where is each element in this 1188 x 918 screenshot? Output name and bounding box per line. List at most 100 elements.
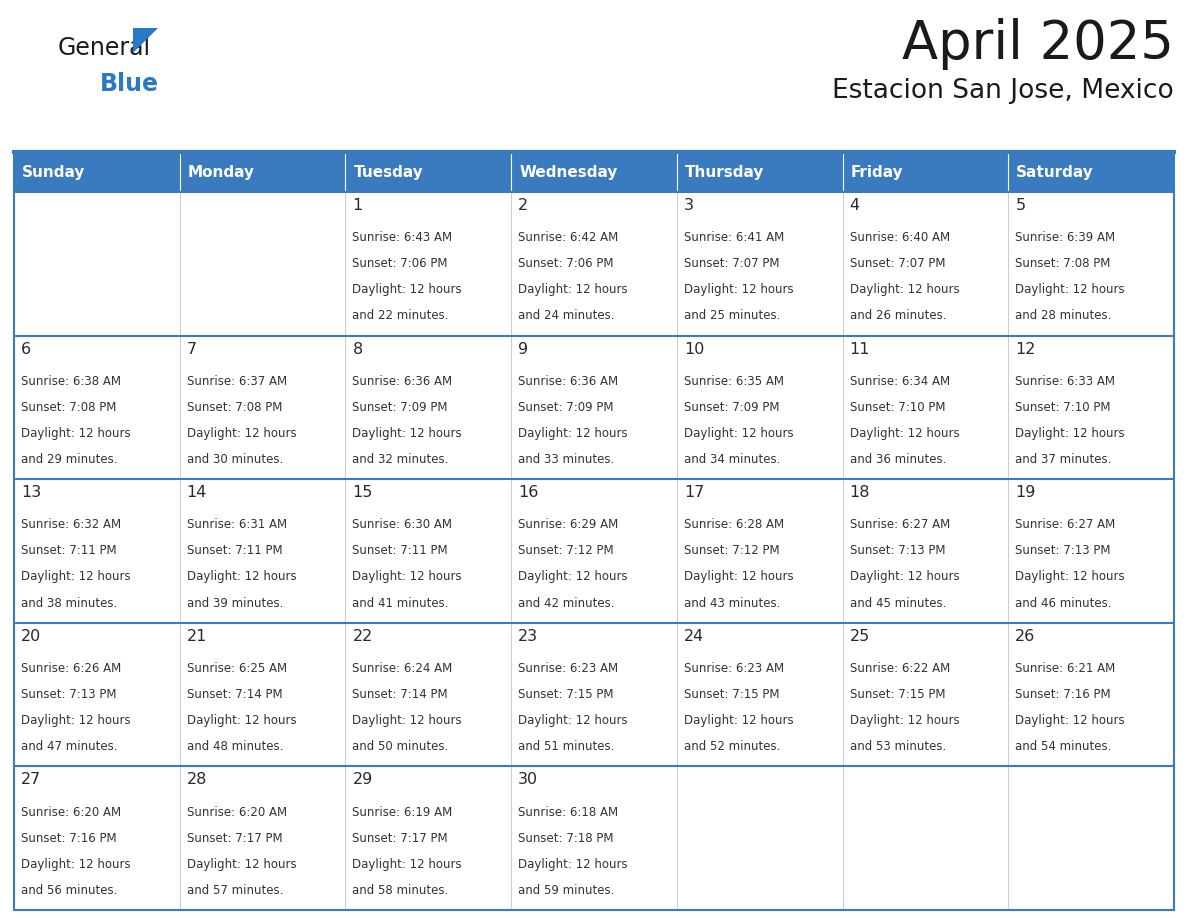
Text: Daylight: 12 hours: Daylight: 12 hours <box>187 714 296 727</box>
Text: Daylight: 12 hours: Daylight: 12 hours <box>353 427 462 440</box>
Text: and 36 minutes.: and 36 minutes. <box>849 453 946 466</box>
Text: 15: 15 <box>353 486 373 500</box>
Bar <box>346 767 511 910</box>
Text: Daylight: 12 hours: Daylight: 12 hours <box>849 570 959 584</box>
Text: Daylight: 12 hours: Daylight: 12 hours <box>849 427 959 440</box>
Text: Sunrise: 6:23 AM: Sunrise: 6:23 AM <box>684 662 784 675</box>
Text: Estacion San Jose, Mexico: Estacion San Jose, Mexico <box>833 78 1174 104</box>
Text: Sunrise: 6:27 AM: Sunrise: 6:27 AM <box>1016 519 1116 532</box>
Bar <box>1009 154 1174 192</box>
Bar <box>511 622 677 767</box>
Text: and 46 minutes.: and 46 minutes. <box>1016 597 1112 610</box>
Bar <box>842 479 1009 622</box>
Bar <box>179 154 346 192</box>
Text: Sunset: 7:17 PM: Sunset: 7:17 PM <box>353 832 448 845</box>
Text: Sunset: 7:09 PM: Sunset: 7:09 PM <box>353 401 448 414</box>
Text: and 28 minutes.: and 28 minutes. <box>1016 309 1112 322</box>
Text: 1: 1 <box>353 198 362 213</box>
Text: Sunset: 7:09 PM: Sunset: 7:09 PM <box>684 401 779 414</box>
Text: Daylight: 12 hours: Daylight: 12 hours <box>849 284 959 297</box>
Text: Thursday: Thursday <box>684 165 764 181</box>
Text: and 39 minutes.: and 39 minutes. <box>187 597 283 610</box>
Bar <box>1009 767 1174 910</box>
Bar <box>677 336 842 479</box>
Bar <box>677 479 842 622</box>
Text: and 38 minutes.: and 38 minutes. <box>21 597 118 610</box>
Text: Daylight: 12 hours: Daylight: 12 hours <box>684 714 794 727</box>
Bar <box>346 336 511 479</box>
Text: Sunset: 7:06 PM: Sunset: 7:06 PM <box>353 257 448 270</box>
Text: 7: 7 <box>187 341 197 356</box>
Text: Sunrise: 6:24 AM: Sunrise: 6:24 AM <box>353 662 453 675</box>
Text: 17: 17 <box>684 486 704 500</box>
Text: Sunrise: 6:33 AM: Sunrise: 6:33 AM <box>1016 375 1116 387</box>
Text: and 24 minutes.: and 24 minutes. <box>518 309 614 322</box>
Bar <box>346 192 511 336</box>
Text: 20: 20 <box>21 629 42 644</box>
Text: Daylight: 12 hours: Daylight: 12 hours <box>353 857 462 870</box>
Text: 9: 9 <box>518 341 529 356</box>
Text: and 42 minutes.: and 42 minutes. <box>518 597 614 610</box>
Text: and 22 minutes.: and 22 minutes. <box>353 309 449 322</box>
Text: and 54 minutes.: and 54 minutes. <box>1016 740 1112 753</box>
Text: Daylight: 12 hours: Daylight: 12 hours <box>518 857 627 870</box>
Text: Sunset: 7:12 PM: Sunset: 7:12 PM <box>684 544 779 557</box>
Text: Wednesday: Wednesday <box>519 165 618 181</box>
Bar <box>842 767 1009 910</box>
Text: Daylight: 12 hours: Daylight: 12 hours <box>21 857 131 870</box>
Bar <box>14 154 179 192</box>
Bar <box>1009 336 1174 479</box>
Bar <box>842 154 1009 192</box>
Bar <box>179 192 346 336</box>
Bar <box>511 767 677 910</box>
Text: and 43 minutes.: and 43 minutes. <box>684 597 781 610</box>
Text: Sunset: 7:14 PM: Sunset: 7:14 PM <box>353 688 448 701</box>
Bar <box>179 336 346 479</box>
Text: Sunrise: 6:25 AM: Sunrise: 6:25 AM <box>187 662 286 675</box>
Text: and 59 minutes.: and 59 minutes. <box>518 884 614 897</box>
Bar <box>842 192 1009 336</box>
Text: Sunrise: 6:23 AM: Sunrise: 6:23 AM <box>518 662 618 675</box>
Text: Saturday: Saturday <box>1016 165 1094 181</box>
Text: Daylight: 12 hours: Daylight: 12 hours <box>518 427 627 440</box>
Text: and 50 minutes.: and 50 minutes. <box>353 740 449 753</box>
Text: 3: 3 <box>684 198 694 213</box>
Bar <box>511 192 677 336</box>
Text: Daylight: 12 hours: Daylight: 12 hours <box>353 284 462 297</box>
Text: Sunset: 7:11 PM: Sunset: 7:11 PM <box>21 544 116 557</box>
Text: Sunset: 7:08 PM: Sunset: 7:08 PM <box>21 401 116 414</box>
Text: and 45 minutes.: and 45 minutes. <box>849 597 946 610</box>
Text: 12: 12 <box>1016 341 1036 356</box>
Text: Sunset: 7:15 PM: Sunset: 7:15 PM <box>849 688 946 701</box>
Text: Sunrise: 6:20 AM: Sunrise: 6:20 AM <box>187 806 286 819</box>
Text: Sunrise: 6:38 AM: Sunrise: 6:38 AM <box>21 375 121 387</box>
Text: Sunrise: 6:26 AM: Sunrise: 6:26 AM <box>21 662 121 675</box>
Polygon shape <box>133 28 158 53</box>
Text: Daylight: 12 hours: Daylight: 12 hours <box>353 714 462 727</box>
Bar <box>346 479 511 622</box>
Bar <box>179 622 346 767</box>
Text: and 26 minutes.: and 26 minutes. <box>849 309 946 322</box>
Text: 11: 11 <box>849 341 870 356</box>
Text: Daylight: 12 hours: Daylight: 12 hours <box>684 284 794 297</box>
Text: 16: 16 <box>518 486 538 500</box>
Text: Sunrise: 6:36 AM: Sunrise: 6:36 AM <box>518 375 618 387</box>
Bar <box>677 622 842 767</box>
Text: Sunrise: 6:35 AM: Sunrise: 6:35 AM <box>684 375 784 387</box>
Bar <box>511 154 677 192</box>
Text: Sunset: 7:15 PM: Sunset: 7:15 PM <box>684 688 779 701</box>
Text: Sunrise: 6:20 AM: Sunrise: 6:20 AM <box>21 806 121 819</box>
Bar <box>14 767 179 910</box>
Text: and 30 minutes.: and 30 minutes. <box>187 453 283 466</box>
Bar <box>14 336 179 479</box>
Text: Daylight: 12 hours: Daylight: 12 hours <box>187 427 296 440</box>
Text: 10: 10 <box>684 341 704 356</box>
Text: Sunrise: 6:30 AM: Sunrise: 6:30 AM <box>353 519 453 532</box>
Text: Sunset: 7:08 PM: Sunset: 7:08 PM <box>1016 257 1111 270</box>
Text: Sunset: 7:13 PM: Sunset: 7:13 PM <box>21 688 116 701</box>
Text: Daylight: 12 hours: Daylight: 12 hours <box>684 570 794 584</box>
Text: Sunrise: 6:39 AM: Sunrise: 6:39 AM <box>1016 231 1116 244</box>
Text: Daylight: 12 hours: Daylight: 12 hours <box>187 570 296 584</box>
Text: Daylight: 12 hours: Daylight: 12 hours <box>518 570 627 584</box>
Bar <box>1009 192 1174 336</box>
